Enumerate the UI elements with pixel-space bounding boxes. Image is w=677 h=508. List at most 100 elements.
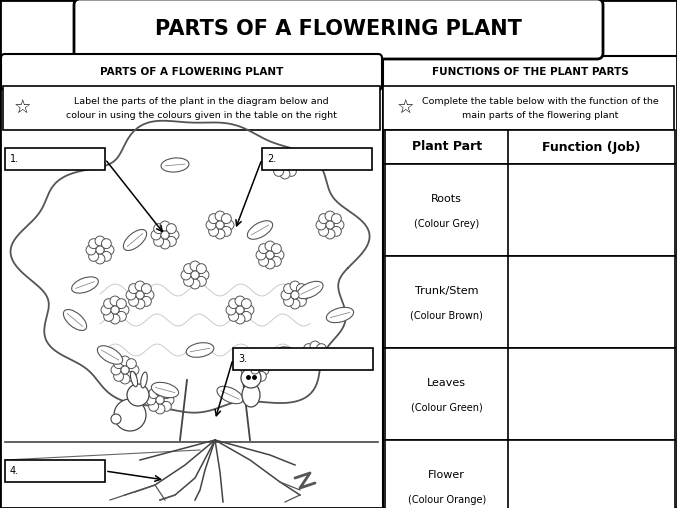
Circle shape (127, 359, 136, 369)
Text: FUNCTIONS OF THE PLANT PARTS: FUNCTIONS OF THE PLANT PARTS (432, 67, 628, 77)
Ellipse shape (297, 281, 323, 299)
Circle shape (286, 167, 297, 176)
Circle shape (120, 356, 130, 366)
Circle shape (161, 389, 171, 399)
Circle shape (141, 296, 152, 306)
Circle shape (332, 227, 341, 236)
Circle shape (216, 221, 224, 229)
Ellipse shape (123, 230, 147, 250)
Circle shape (160, 221, 170, 231)
Circle shape (229, 299, 238, 308)
Circle shape (102, 251, 111, 261)
Circle shape (332, 214, 341, 224)
Circle shape (284, 283, 294, 294)
Circle shape (89, 239, 99, 248)
Circle shape (334, 220, 344, 230)
Circle shape (257, 359, 266, 369)
Circle shape (241, 365, 251, 375)
Circle shape (114, 399, 146, 431)
Circle shape (183, 276, 194, 287)
Circle shape (127, 371, 136, 382)
Ellipse shape (97, 346, 123, 364)
Circle shape (135, 299, 145, 309)
Text: (Colour Grey): (Colour Grey) (414, 219, 479, 229)
Bar (385, 130, 675, 164)
Circle shape (291, 291, 299, 299)
Circle shape (265, 259, 275, 269)
Circle shape (135, 281, 145, 291)
Circle shape (316, 220, 326, 230)
Circle shape (190, 279, 200, 289)
Circle shape (229, 311, 238, 322)
Circle shape (111, 365, 121, 375)
Text: Plant Part: Plant Part (412, 141, 482, 153)
Ellipse shape (242, 383, 260, 407)
Circle shape (121, 366, 129, 374)
Circle shape (154, 236, 164, 246)
Ellipse shape (152, 383, 179, 398)
Circle shape (110, 314, 120, 324)
Circle shape (325, 229, 335, 239)
Circle shape (271, 257, 282, 266)
Circle shape (319, 214, 328, 224)
Text: ☆: ☆ (396, 99, 414, 117)
Text: (Colour Brown): (Colour Brown) (410, 311, 483, 321)
Circle shape (221, 214, 232, 224)
Circle shape (297, 283, 306, 294)
Circle shape (160, 239, 170, 249)
Circle shape (224, 220, 234, 230)
Circle shape (209, 214, 219, 224)
Ellipse shape (141, 372, 148, 388)
Circle shape (126, 290, 136, 300)
Bar (233, 348, 373, 370)
Circle shape (141, 283, 152, 294)
Circle shape (301, 350, 311, 360)
Circle shape (257, 371, 266, 382)
Text: Trunk/Stem: Trunk/Stem (415, 286, 479, 296)
Polygon shape (180, 380, 250, 440)
Circle shape (297, 296, 306, 306)
Circle shape (161, 401, 171, 411)
Circle shape (325, 211, 335, 221)
Bar (262, 148, 372, 170)
Circle shape (310, 341, 320, 351)
Circle shape (167, 236, 176, 246)
Circle shape (244, 371, 254, 382)
Circle shape (151, 230, 161, 240)
Circle shape (111, 414, 121, 424)
Circle shape (316, 344, 326, 354)
Circle shape (290, 281, 300, 291)
Ellipse shape (277, 347, 303, 363)
Circle shape (250, 356, 260, 366)
Circle shape (319, 350, 329, 360)
Text: Label the parts of the plant in the diagram below and: Label the parts of the plant in the diag… (74, 98, 329, 107)
Bar (385, 348, 675, 440)
Circle shape (259, 365, 269, 375)
Circle shape (281, 290, 291, 300)
Ellipse shape (161, 158, 189, 172)
Circle shape (299, 290, 309, 300)
Text: Flower: Flower (429, 470, 465, 480)
Circle shape (110, 296, 120, 306)
Text: Leaves: Leaves (427, 378, 466, 388)
Circle shape (116, 311, 127, 322)
FancyBboxPatch shape (74, 0, 603, 59)
Circle shape (290, 299, 300, 309)
Text: Complete the table below with the function of the: Complete the table below with the functi… (422, 98, 658, 107)
Circle shape (209, 227, 219, 236)
Ellipse shape (131, 371, 137, 387)
FancyBboxPatch shape (1, 54, 382, 90)
Bar (385, 256, 675, 348)
Circle shape (96, 246, 104, 254)
Text: colour in using the colours given in the table on the right: colour in using the colours given in the… (66, 111, 337, 120)
Circle shape (86, 245, 96, 255)
Circle shape (129, 296, 139, 306)
Text: PARTS OF A FLOWERING PLANT: PARTS OF A FLOWERING PLANT (100, 67, 283, 77)
Circle shape (89, 251, 99, 261)
Circle shape (215, 211, 225, 221)
Circle shape (251, 366, 259, 374)
Circle shape (274, 167, 284, 176)
Circle shape (280, 169, 290, 179)
Text: Function (Job): Function (Job) (542, 141, 641, 153)
Circle shape (281, 161, 289, 169)
